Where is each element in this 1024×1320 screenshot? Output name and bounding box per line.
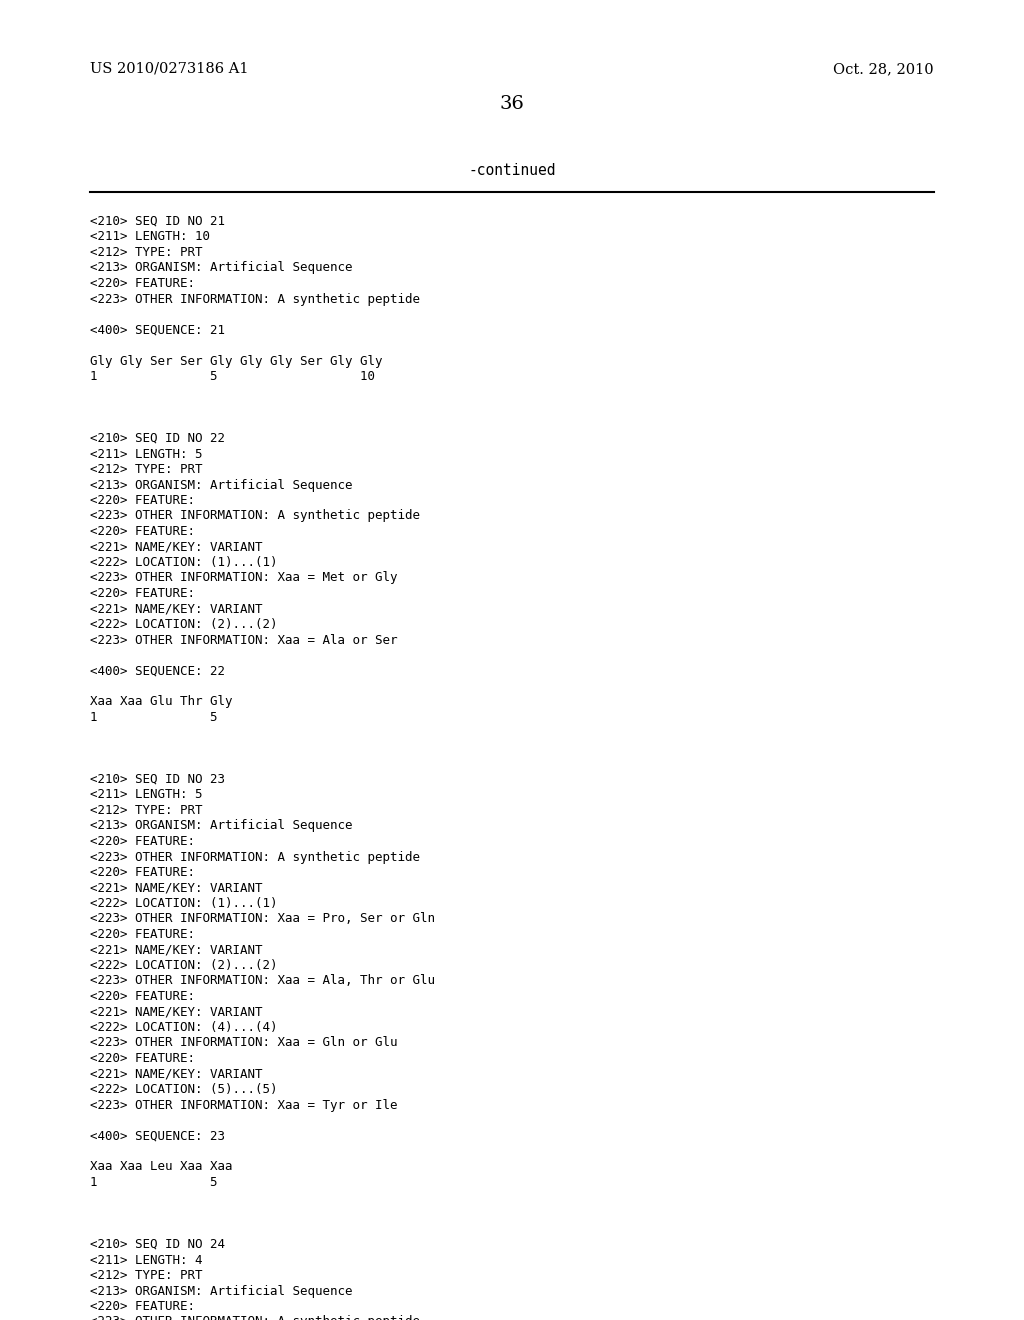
Text: <212> TYPE: PRT: <212> TYPE: PRT xyxy=(90,246,203,259)
Text: <220> FEATURE:: <220> FEATURE: xyxy=(90,1300,196,1313)
Text: <222> LOCATION: (2)...(2): <222> LOCATION: (2)...(2) xyxy=(90,960,278,972)
Text: <223> OTHER INFORMATION: A synthetic peptide: <223> OTHER INFORMATION: A synthetic pep… xyxy=(90,510,420,523)
Text: <220> FEATURE:: <220> FEATURE: xyxy=(90,866,196,879)
Text: <220> FEATURE:: <220> FEATURE: xyxy=(90,836,196,847)
Text: <211> LENGTH: 10: <211> LENGTH: 10 xyxy=(90,231,210,243)
Text: <223> OTHER INFORMATION: Xaa = Tyr or Ile: <223> OTHER INFORMATION: Xaa = Tyr or Il… xyxy=(90,1098,397,1111)
Text: 1               5: 1 5 xyxy=(90,1176,218,1189)
Text: <210> SEQ ID NO 21: <210> SEQ ID NO 21 xyxy=(90,215,225,228)
Text: 36: 36 xyxy=(500,95,524,114)
Text: <223> OTHER INFORMATION: Xaa = Pro, Ser or Gln: <223> OTHER INFORMATION: Xaa = Pro, Ser … xyxy=(90,912,435,925)
Text: <221> NAME/KEY: VARIANT: <221> NAME/KEY: VARIANT xyxy=(90,602,262,615)
Text: <210> SEQ ID NO 23: <210> SEQ ID NO 23 xyxy=(90,774,225,785)
Text: <223> OTHER INFORMATION: A synthetic peptide: <223> OTHER INFORMATION: A synthetic pep… xyxy=(90,850,420,863)
Text: <223> OTHER INFORMATION: A synthetic peptide: <223> OTHER INFORMATION: A synthetic pep… xyxy=(90,293,420,305)
Text: <210> SEQ ID NO 22: <210> SEQ ID NO 22 xyxy=(90,432,225,445)
Text: <213> ORGANISM: Artificial Sequence: <213> ORGANISM: Artificial Sequence xyxy=(90,1284,352,1298)
Text: <223> OTHER INFORMATION: A synthetic peptide: <223> OTHER INFORMATION: A synthetic pep… xyxy=(90,1316,420,1320)
Text: <211> LENGTH: 5: <211> LENGTH: 5 xyxy=(90,788,203,801)
Text: <220> FEATURE:: <220> FEATURE: xyxy=(90,494,196,507)
Text: <221> NAME/KEY: VARIANT: <221> NAME/KEY: VARIANT xyxy=(90,944,262,957)
Text: <223> OTHER INFORMATION: Xaa = Gln or Glu: <223> OTHER INFORMATION: Xaa = Gln or Gl… xyxy=(90,1036,397,1049)
Text: <213> ORGANISM: Artificial Sequence: <213> ORGANISM: Artificial Sequence xyxy=(90,820,352,833)
Text: <221> NAME/KEY: VARIANT: <221> NAME/KEY: VARIANT xyxy=(90,1006,262,1019)
Text: Gly Gly Ser Ser Gly Gly Gly Ser Gly Gly: Gly Gly Ser Ser Gly Gly Gly Ser Gly Gly xyxy=(90,355,383,367)
Text: 1               5: 1 5 xyxy=(90,711,218,723)
Text: <400> SEQUENCE: 21: <400> SEQUENCE: 21 xyxy=(90,323,225,337)
Text: <213> ORGANISM: Artificial Sequence: <213> ORGANISM: Artificial Sequence xyxy=(90,479,352,491)
Text: <210> SEQ ID NO 24: <210> SEQ ID NO 24 xyxy=(90,1238,225,1251)
Text: <211> LENGTH: 4: <211> LENGTH: 4 xyxy=(90,1254,203,1266)
Text: 1               5                   10: 1 5 10 xyxy=(90,370,375,383)
Text: <223> OTHER INFORMATION: Xaa = Ala or Ser: <223> OTHER INFORMATION: Xaa = Ala or Se… xyxy=(90,634,397,647)
Text: <222> LOCATION: (5)...(5): <222> LOCATION: (5)...(5) xyxy=(90,1082,278,1096)
Text: <212> TYPE: PRT: <212> TYPE: PRT xyxy=(90,1269,203,1282)
Text: <222> LOCATION: (1)...(1): <222> LOCATION: (1)...(1) xyxy=(90,556,278,569)
Text: Xaa Xaa Leu Xaa Xaa: Xaa Xaa Leu Xaa Xaa xyxy=(90,1160,232,1173)
Text: <220> FEATURE:: <220> FEATURE: xyxy=(90,525,196,539)
Text: <400> SEQUENCE: 23: <400> SEQUENCE: 23 xyxy=(90,1130,225,1143)
Text: <220> FEATURE:: <220> FEATURE: xyxy=(90,928,196,941)
Text: <221> NAME/KEY: VARIANT: <221> NAME/KEY: VARIANT xyxy=(90,540,262,553)
Text: <223> OTHER INFORMATION: Xaa = Ala, Thr or Glu: <223> OTHER INFORMATION: Xaa = Ala, Thr … xyxy=(90,974,435,987)
Text: Xaa Xaa Glu Thr Gly: Xaa Xaa Glu Thr Gly xyxy=(90,696,232,709)
Text: <223> OTHER INFORMATION: Xaa = Met or Gly: <223> OTHER INFORMATION: Xaa = Met or Gl… xyxy=(90,572,397,585)
Text: <222> LOCATION: (4)...(4): <222> LOCATION: (4)...(4) xyxy=(90,1020,278,1034)
Text: <400> SEQUENCE: 22: <400> SEQUENCE: 22 xyxy=(90,664,225,677)
Text: <222> LOCATION: (1)...(1): <222> LOCATION: (1)...(1) xyxy=(90,898,278,909)
Text: <211> LENGTH: 5: <211> LENGTH: 5 xyxy=(90,447,203,461)
Text: <220> FEATURE:: <220> FEATURE: xyxy=(90,990,196,1003)
Text: <220> FEATURE:: <220> FEATURE: xyxy=(90,277,196,290)
Text: <220> FEATURE:: <220> FEATURE: xyxy=(90,1052,196,1065)
Text: <212> TYPE: PRT: <212> TYPE: PRT xyxy=(90,804,203,817)
Text: <221> NAME/KEY: VARIANT: <221> NAME/KEY: VARIANT xyxy=(90,1068,262,1081)
Text: <213> ORGANISM: Artificial Sequence: <213> ORGANISM: Artificial Sequence xyxy=(90,261,352,275)
Text: US 2010/0273186 A1: US 2010/0273186 A1 xyxy=(90,62,249,77)
Text: <221> NAME/KEY: VARIANT: <221> NAME/KEY: VARIANT xyxy=(90,882,262,895)
Text: <220> FEATURE:: <220> FEATURE: xyxy=(90,587,196,601)
Text: Oct. 28, 2010: Oct. 28, 2010 xyxy=(834,62,934,77)
Text: <222> LOCATION: (2)...(2): <222> LOCATION: (2)...(2) xyxy=(90,618,278,631)
Text: -continued: -continued xyxy=(468,162,556,178)
Text: <212> TYPE: PRT: <212> TYPE: PRT xyxy=(90,463,203,477)
